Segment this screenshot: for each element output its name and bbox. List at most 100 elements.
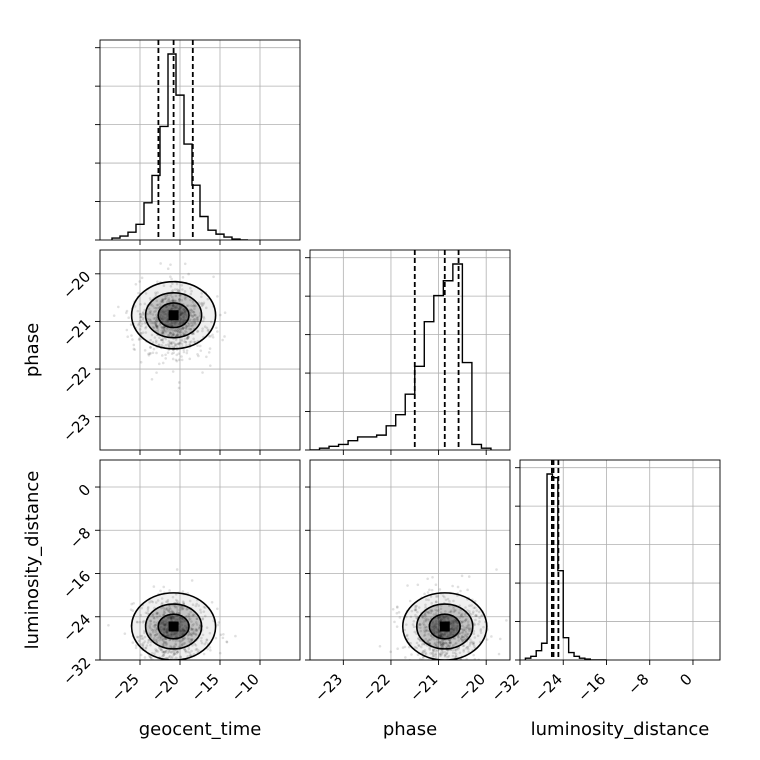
scatter-point (190, 308, 193, 312)
scatter-point (153, 666, 156, 669)
scatter-point (161, 620, 165, 624)
scatter-point (430, 609, 433, 612)
scatter-point (439, 640, 443, 644)
scatter-point (464, 606, 467, 609)
scatter-point (164, 337, 168, 341)
scatter-point (478, 620, 481, 623)
scatter-point (201, 303, 204, 307)
scatter-point (420, 671, 423, 674)
scatter-point (181, 321, 185, 324)
scatter-point (455, 628, 458, 631)
scatter-point (216, 623, 220, 627)
scatter-point (195, 623, 199, 626)
scatter-point (485, 638, 489, 641)
scatter-point (145, 644, 149, 647)
scatter-point (179, 328, 183, 332)
scatter-point (138, 280, 141, 283)
scatter-point (164, 330, 168, 334)
scatter-point (441, 651, 445, 654)
scatter-point (149, 338, 152, 342)
scatter-point (147, 352, 150, 356)
scatter-point (208, 631, 212, 635)
scatter-point (193, 642, 197, 646)
scatter-point (441, 638, 444, 642)
scatter-point (155, 303, 159, 307)
scatter-point (180, 326, 184, 330)
scatter-point (463, 613, 467, 616)
scatter-point (184, 662, 187, 665)
scatter-point (187, 335, 190, 338)
scatter-point (463, 633, 467, 636)
scatter-point (175, 606, 179, 609)
scatter-point (175, 288, 179, 291)
scatter-point (162, 640, 166, 644)
scatter-point (166, 318, 169, 321)
scatter-point (169, 616, 173, 619)
scatter-point (189, 311, 193, 314)
scatter-point (178, 331, 182, 334)
scatter-point (172, 329, 175, 332)
scatter-point (130, 602, 133, 606)
scatter-point (433, 641, 437, 645)
scatter-point (190, 673, 193, 676)
scatter-point (126, 335, 130, 339)
scatter-point (422, 614, 426, 617)
scatter-point (164, 353, 167, 357)
histogram-phase (310, 263, 492, 450)
scatter-point (183, 680, 186, 683)
scatter-point (452, 599, 455, 603)
scatter-point (460, 635, 464, 638)
scatter-point (166, 315, 169, 319)
scatter-point (167, 340, 171, 343)
scatter-point (457, 636, 460, 639)
scatter-point (170, 321, 174, 325)
x-tick-label-luminosity_distance-3: −8 (624, 670, 652, 698)
scatter-point (442, 642, 445, 645)
scatter-point (473, 623, 477, 626)
scatter-point (437, 633, 441, 637)
scatter-point (141, 313, 144, 317)
scatter-point (423, 613, 427, 616)
scatter-point (190, 638, 194, 642)
scatter-point (160, 606, 163, 610)
scatter-point (438, 631, 442, 635)
scatter-point (181, 606, 185, 610)
scatter-point (169, 665, 172, 668)
scatter-point (164, 607, 168, 611)
scatter-point (143, 629, 146, 633)
scatter-point (170, 619, 173, 622)
scatter-point (166, 600, 169, 603)
scatter-point (172, 668, 175, 671)
scatter-point (150, 302, 153, 306)
scatter-point (162, 619, 166, 623)
scatter-point (139, 302, 142, 306)
scatter-point (149, 643, 152, 647)
scatter-point (471, 642, 475, 646)
scatter-point (181, 617, 185, 621)
scatter-point (168, 323, 171, 326)
scatter-point (169, 275, 172, 279)
scatter-point (431, 620, 435, 624)
scatter-point (152, 636, 156, 640)
scatter-point (168, 662, 171, 665)
scatter-point (172, 664, 175, 667)
scatter-point (444, 610, 447, 613)
scatter-point (181, 617, 184, 621)
scatter-point (196, 317, 199, 320)
scatter-point (183, 636, 186, 640)
scatter-point (183, 337, 187, 341)
scatter-point (466, 645, 470, 649)
scatter-point (190, 620, 193, 623)
scatter-point (156, 671, 159, 674)
scatter-point (193, 322, 197, 326)
scatter-point (163, 667, 166, 670)
scatter-point (182, 628, 185, 632)
scatter-point (182, 313, 186, 317)
scatter-point (437, 609, 440, 612)
scatter-point (189, 292, 193, 296)
scatter-point (181, 288, 184, 291)
scatter-point (145, 677, 148, 680)
scatter-point (198, 625, 202, 628)
scatter-point (178, 611, 181, 615)
scatter-point (432, 627, 436, 630)
